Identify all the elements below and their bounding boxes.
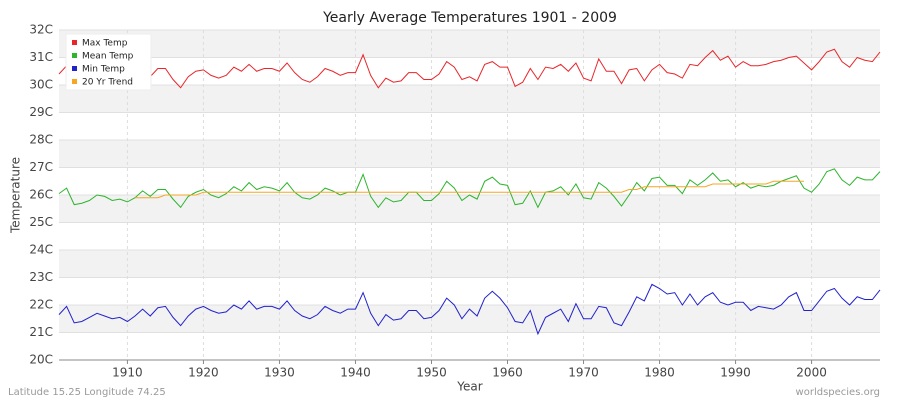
footer-left: Latitude 15.25 Longitude 74.25 xyxy=(8,387,166,398)
footer-right: worldspecies.org xyxy=(796,387,880,398)
y-tick-label: 30C xyxy=(29,78,53,92)
legend-swatch xyxy=(72,79,77,84)
x-axis-label: Year xyxy=(456,380,482,394)
grid-band xyxy=(59,140,880,168)
x-tick-label: 2000 xyxy=(796,366,827,380)
grid-band xyxy=(59,30,880,58)
x-tick-label: 1970 xyxy=(568,366,599,380)
x-tick-label: 1940 xyxy=(340,366,371,380)
y-tick-label: 20C xyxy=(29,353,53,367)
y-tick-label: 22C xyxy=(29,298,53,312)
grid-band xyxy=(59,85,880,113)
x-tick-label: 1960 xyxy=(492,366,523,380)
series-line xyxy=(135,180,804,199)
grid-band xyxy=(59,195,880,223)
series-line xyxy=(58,283,881,336)
legend-label: Max Temp xyxy=(82,39,128,49)
y-tick-label: 21C xyxy=(29,325,53,339)
legend-box xyxy=(65,33,152,91)
legend-label: Min Temp xyxy=(82,65,125,75)
series-line xyxy=(58,48,881,89)
series-line xyxy=(58,168,881,209)
legend: Max Temp Mean Temp Min Temp 20 Yr Trend xyxy=(65,33,152,91)
x-tick-label: 1950 xyxy=(416,366,447,380)
x-tick-label: 1990 xyxy=(720,366,751,380)
y-tick-label: 23C xyxy=(29,270,53,284)
legend-label: Mean Temp xyxy=(82,52,134,62)
grid-band xyxy=(59,250,880,278)
y-axis-label: Temperature xyxy=(9,157,23,234)
y-tick-label: 25C xyxy=(29,215,53,229)
y-tick-label: 27C xyxy=(29,160,53,174)
legend-swatch xyxy=(72,53,77,58)
x-tick-label: 1920 xyxy=(188,366,219,380)
legend-label: 20 Yr Trend xyxy=(82,78,133,88)
y-tick-label: 31C xyxy=(29,50,53,64)
y-tick-label: 29C xyxy=(29,105,53,119)
y-tick-label: 32C xyxy=(29,23,53,37)
chart-title: Yearly Average Temperatures 1901 - 2009 xyxy=(322,10,617,26)
x-tick-label: 1910 xyxy=(112,366,143,380)
x-tick-label: 1980 xyxy=(644,366,675,380)
x-tick-label: 1930 xyxy=(264,366,295,380)
y-tick-label: 28C xyxy=(29,133,53,147)
y-tick-label: 26C xyxy=(29,188,53,202)
y-tick-label: 24C xyxy=(29,243,53,257)
legend-swatch xyxy=(72,40,77,45)
legend-swatch xyxy=(72,66,77,71)
